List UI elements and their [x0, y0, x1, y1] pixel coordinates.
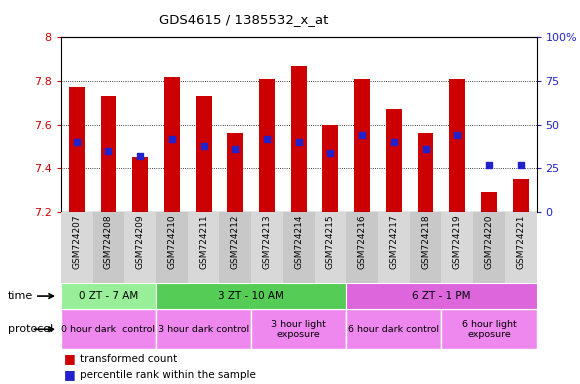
Bar	[418, 133, 433, 212]
Text: GSM724214: GSM724214	[294, 215, 303, 269]
Text: GSM724212: GSM724212	[231, 215, 240, 269]
Bar	[450, 79, 465, 212]
Point	[516, 162, 525, 168]
Point	[104, 148, 113, 154]
Text: transformed count: transformed count	[80, 354, 177, 364]
Bar	[378, 212, 409, 283]
Point	[72, 139, 81, 145]
Text: GSM724218: GSM724218	[421, 215, 430, 270]
Bar	[251, 309, 346, 349]
Text: 3 ZT - 10 AM: 3 ZT - 10 AM	[218, 291, 284, 301]
Bar	[322, 125, 338, 212]
Bar	[61, 309, 156, 349]
Bar	[473, 212, 505, 283]
Bar	[93, 212, 124, 283]
Point	[421, 146, 430, 152]
Bar	[156, 309, 251, 349]
Text: 6 hour dark control: 6 hour dark control	[349, 325, 439, 334]
Text: 0 hour dark  control: 0 hour dark control	[61, 325, 155, 334]
Text: percentile rank within the sample: percentile rank within the sample	[80, 370, 256, 380]
Bar	[124, 212, 156, 283]
Text: GSM724217: GSM724217	[389, 215, 398, 270]
Bar	[354, 79, 370, 212]
Bar	[409, 212, 441, 283]
Bar	[481, 192, 497, 212]
Bar	[283, 212, 314, 283]
Bar	[61, 212, 93, 283]
Point	[357, 132, 367, 138]
Text: GDS4615 / 1385532_x_at: GDS4615 / 1385532_x_at	[159, 13, 328, 26]
Bar	[386, 109, 402, 212]
Text: ■: ■	[64, 368, 75, 381]
Bar	[156, 212, 188, 283]
Text: 6 hour light
exposure: 6 hour light exposure	[462, 319, 516, 339]
Bar	[195, 96, 212, 212]
Bar	[505, 212, 536, 283]
Text: GSM724221: GSM724221	[516, 215, 525, 269]
Bar	[314, 212, 346, 283]
Text: GSM724209: GSM724209	[136, 215, 144, 270]
Point	[262, 136, 271, 142]
Text: 0 ZT - 7 AM: 0 ZT - 7 AM	[79, 291, 138, 301]
Text: 3 hour light
exposure: 3 hour light exposure	[271, 319, 326, 339]
Text: GSM724208: GSM724208	[104, 215, 113, 270]
Text: GSM724210: GSM724210	[168, 215, 176, 270]
Bar	[164, 76, 180, 212]
Text: GSM724219: GSM724219	[453, 215, 462, 270]
Text: GSM724211: GSM724211	[199, 215, 208, 270]
Bar	[346, 283, 536, 309]
Bar	[346, 309, 441, 349]
Text: GSM724207: GSM724207	[72, 215, 81, 270]
Bar	[441, 212, 473, 283]
Text: 6 ZT - 1 PM: 6 ZT - 1 PM	[412, 291, 470, 301]
Point	[167, 136, 176, 142]
Bar	[259, 79, 275, 212]
Bar	[100, 96, 117, 212]
Point	[231, 146, 240, 152]
Bar	[132, 157, 148, 212]
Text: 3 hour dark control: 3 hour dark control	[158, 325, 249, 334]
Bar	[441, 309, 536, 349]
Point	[199, 142, 208, 149]
Bar	[513, 179, 528, 212]
Text: GSM724216: GSM724216	[358, 215, 367, 270]
Bar	[227, 133, 243, 212]
Text: time: time	[8, 291, 33, 301]
Point	[484, 162, 494, 168]
Bar	[219, 212, 251, 283]
Bar	[291, 66, 307, 212]
Bar	[251, 212, 283, 283]
Text: GSM724220: GSM724220	[484, 215, 494, 269]
Text: GSM724213: GSM724213	[263, 215, 271, 270]
Bar	[69, 88, 85, 212]
Text: ■: ■	[64, 352, 75, 365]
Point	[389, 139, 398, 145]
Text: GSM724215: GSM724215	[326, 215, 335, 270]
Point	[136, 153, 145, 159]
Bar	[156, 283, 346, 309]
Bar	[188, 212, 219, 283]
Point	[326, 149, 335, 156]
Bar	[346, 212, 378, 283]
Point	[294, 139, 303, 145]
Text: protocol: protocol	[8, 324, 53, 334]
Bar	[61, 283, 156, 309]
Point	[452, 132, 462, 138]
